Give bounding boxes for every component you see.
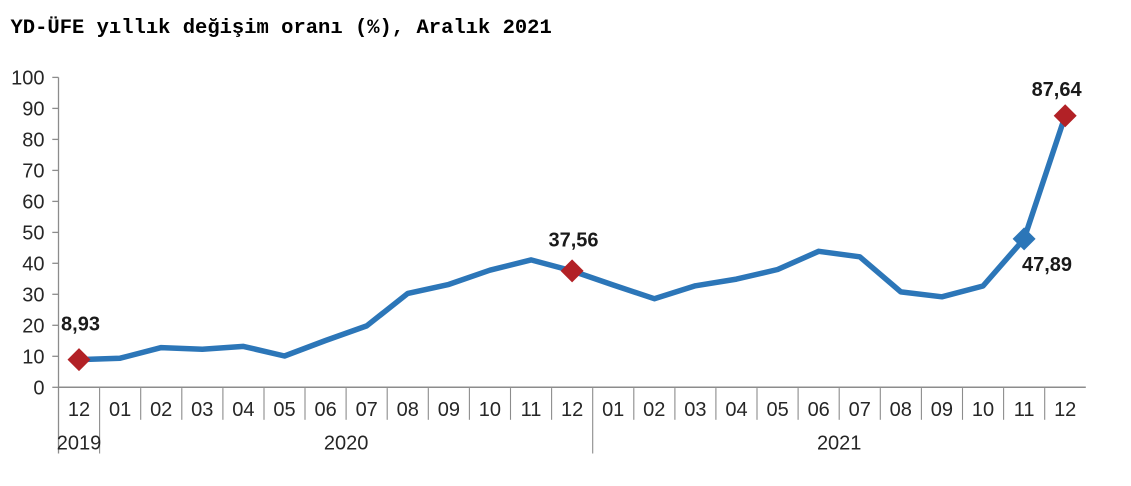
svg-text:12: 12 — [1054, 399, 1076, 421]
svg-text:0: 0 — [33, 377, 44, 399]
svg-text:37,56: 37,56 — [548, 230, 598, 252]
svg-text:47,89: 47,89 — [1022, 254, 1072, 276]
svg-text:2021: 2021 — [817, 432, 862, 454]
svg-text:06: 06 — [314, 399, 336, 421]
svg-text:06: 06 — [808, 399, 830, 421]
svg-text:90: 90 — [22, 98, 44, 120]
svg-text:50: 50 — [22, 222, 44, 244]
svg-text:02: 02 — [643, 399, 665, 421]
svg-text:20: 20 — [22, 315, 44, 337]
svg-text:01: 01 — [109, 399, 131, 421]
svg-text:30: 30 — [22, 284, 44, 306]
svg-text:04: 04 — [725, 399, 747, 421]
svg-text:2019: 2019 — [57, 432, 102, 454]
svg-text:10: 10 — [972, 399, 994, 421]
svg-text:01: 01 — [602, 399, 624, 421]
svg-text:70: 70 — [22, 160, 44, 182]
svg-text:100: 100 — [11, 67, 44, 89]
svg-text:40: 40 — [22, 253, 44, 275]
svg-text:80: 80 — [22, 129, 44, 151]
svg-text:10: 10 — [22, 346, 44, 368]
svg-text:04: 04 — [232, 399, 254, 421]
svg-text:09: 09 — [438, 399, 460, 421]
svg-text:12: 12 — [561, 399, 583, 421]
svg-text:10: 10 — [479, 399, 501, 421]
svg-text:07: 07 — [849, 399, 871, 421]
svg-text:08: 08 — [397, 399, 419, 421]
svg-text:03: 03 — [684, 399, 706, 421]
svg-text:03: 03 — [191, 399, 213, 421]
svg-text:YD-ÜFE yıllık değişim oranı (%: YD-ÜFE yıllık değişim oranı (%), Aralık … — [11, 16, 552, 40]
svg-text:87,64: 87,64 — [1032, 79, 1083, 101]
svg-text:05: 05 — [766, 399, 788, 421]
svg-text:02: 02 — [150, 399, 172, 421]
svg-text:60: 60 — [22, 191, 44, 213]
svg-text:08: 08 — [890, 399, 912, 421]
svg-text:12: 12 — [68, 399, 90, 421]
svg-text:8,93: 8,93 — [61, 314, 100, 336]
svg-text:05: 05 — [273, 399, 295, 421]
svg-text:2020: 2020 — [324, 432, 369, 454]
svg-text:07: 07 — [356, 399, 378, 421]
svg-text:11: 11 — [521, 399, 542, 421]
svg-text:09: 09 — [931, 399, 953, 421]
svg-text:11: 11 — [1014, 399, 1035, 421]
